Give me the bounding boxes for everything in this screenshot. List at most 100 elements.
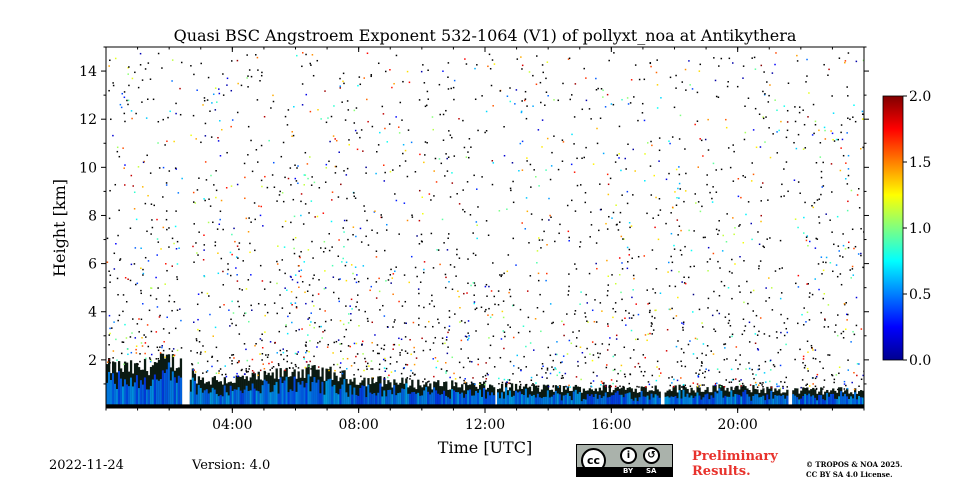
angstroem-low-cell xyxy=(353,387,356,405)
noise-point xyxy=(855,296,858,299)
noise-point xyxy=(193,73,195,76)
noise-point xyxy=(503,378,506,381)
noise-point xyxy=(118,209,120,212)
angstroem-low-cell xyxy=(129,377,133,405)
noise-point xyxy=(164,283,166,285)
noise-point xyxy=(711,201,714,203)
noise-point xyxy=(735,359,737,361)
noise-point xyxy=(336,363,339,366)
noise-point xyxy=(811,293,814,296)
noise-point xyxy=(284,287,286,289)
noise-point xyxy=(308,284,311,286)
noise-point xyxy=(339,278,341,280)
noise-point xyxy=(191,363,194,366)
noise-point xyxy=(566,386,569,388)
noise-point xyxy=(147,62,150,64)
noise-point xyxy=(631,317,633,319)
noise-point xyxy=(767,199,769,201)
noise-point xyxy=(209,110,211,112)
noise-point xyxy=(330,220,333,223)
noise-point xyxy=(175,112,177,115)
noise-point xyxy=(304,174,307,176)
angstroem-low-cell xyxy=(810,396,813,405)
noise-point xyxy=(692,293,695,296)
noise-point xyxy=(646,289,648,291)
noise-point xyxy=(256,56,259,59)
noise-point xyxy=(507,254,510,256)
noise-point xyxy=(652,288,654,290)
noise-point xyxy=(647,142,649,144)
noise-point xyxy=(306,163,309,165)
noise-point xyxy=(813,202,816,204)
noise-point xyxy=(468,138,471,140)
noise-point xyxy=(339,319,342,322)
noise-point xyxy=(331,191,334,193)
noise-point xyxy=(508,379,511,381)
noise-point xyxy=(601,310,603,312)
noise-point xyxy=(799,348,801,351)
noise-point xyxy=(216,360,219,362)
noise-point xyxy=(142,274,144,276)
noise-point xyxy=(222,73,224,75)
noise-point xyxy=(168,170,171,172)
noise-point xyxy=(472,282,475,284)
noise-point xyxy=(682,385,685,388)
noise-point xyxy=(307,334,309,336)
noise-point xyxy=(629,357,632,359)
angstroem-low-cell xyxy=(650,393,653,405)
y-tick-label: 10 xyxy=(79,160,97,176)
noise-point xyxy=(701,352,703,355)
noise-point xyxy=(524,228,527,230)
angstroem-low-cell xyxy=(504,387,508,405)
noise-point xyxy=(654,292,657,294)
noise-point xyxy=(140,247,142,250)
noise-point xyxy=(585,99,588,102)
angstroem-low-cell xyxy=(115,388,119,405)
noise-point xyxy=(245,371,248,373)
noise-point xyxy=(820,311,822,314)
noise-point xyxy=(294,363,297,366)
noise-point xyxy=(474,284,476,287)
angstroem-low-cell xyxy=(207,393,211,405)
noise-point xyxy=(642,374,645,377)
noise-point xyxy=(545,91,548,93)
noise-point xyxy=(226,273,229,275)
noise-point xyxy=(149,78,152,80)
noise-point xyxy=(134,247,137,249)
noise-point xyxy=(355,342,358,345)
noise-point xyxy=(413,346,415,349)
noise-point xyxy=(499,274,501,276)
noise-point xyxy=(535,83,538,86)
angstroem-low-cell xyxy=(830,394,833,405)
noise-point xyxy=(328,369,330,372)
noise-point xyxy=(157,349,160,352)
noise-point xyxy=(247,279,250,281)
noise-point xyxy=(366,317,369,320)
noise-point xyxy=(262,225,264,227)
noise-point xyxy=(534,318,537,320)
noise-point xyxy=(287,315,289,318)
noise-point xyxy=(261,280,264,282)
noise-point xyxy=(218,370,220,372)
noise-point xyxy=(680,360,682,363)
angstroem-low-cell xyxy=(774,395,777,405)
noise-point xyxy=(818,288,820,291)
noise-point xyxy=(222,270,224,273)
noise-point xyxy=(331,264,334,267)
noise-point xyxy=(769,359,772,362)
noise-point xyxy=(751,368,753,371)
angstroem-low-cell xyxy=(502,398,506,405)
noise-point xyxy=(341,101,343,103)
noise-point xyxy=(827,326,830,328)
noise-point xyxy=(375,281,378,283)
noise-point xyxy=(179,308,181,310)
noise-point xyxy=(580,291,582,293)
noise-point xyxy=(552,385,555,387)
noise-point xyxy=(252,374,254,377)
noise-point xyxy=(656,107,659,109)
cc-license-badge[interactable]: cc i ↺ BY SA xyxy=(576,444,673,477)
aerosol-layer-cell xyxy=(471,382,474,408)
angstroem-low-cell xyxy=(421,395,424,405)
angstroem-low-cell xyxy=(451,389,454,405)
noise-point xyxy=(613,52,615,54)
